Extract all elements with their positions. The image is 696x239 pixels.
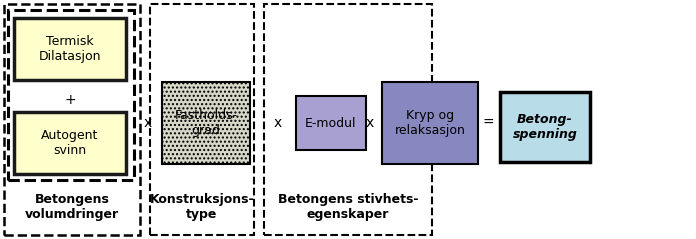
Text: Konstruksjons-
type: Konstruksjons- type [150,193,254,221]
Text: Betongens
volumdringer: Betongens volumdringer [25,193,119,221]
Text: Betongens stivhets-
egenskaper: Betongens stivhets- egenskaper [278,193,418,221]
Text: Fastholds-
grad: Fastholds- grad [175,109,237,137]
Bar [500,92,590,162]
Text: x: x [144,116,152,130]
Text: x: x [274,116,282,130]
Text: Autogent
svinn: Autogent svinn [41,129,99,157]
Bar [4,4,140,235]
Text: +: + [64,93,76,107]
Text: Termisk
Dilatasjon: Termisk Dilatasjon [39,35,101,63]
Bar [14,112,126,174]
Bar [150,4,254,235]
Text: =: = [482,116,494,130]
Bar [162,82,250,164]
Bar [264,4,432,235]
Text: x: x [366,116,374,130]
Text: Kryp og
relaksasjon: Kryp og relaksasjon [395,109,466,137]
Text: Betong-
spenning: Betong- spenning [512,113,578,141]
Bar [8,10,134,180]
Bar [14,18,126,80]
Bar [382,82,478,164]
Text: E-modul: E-modul [306,116,357,130]
Bar [296,96,366,150]
